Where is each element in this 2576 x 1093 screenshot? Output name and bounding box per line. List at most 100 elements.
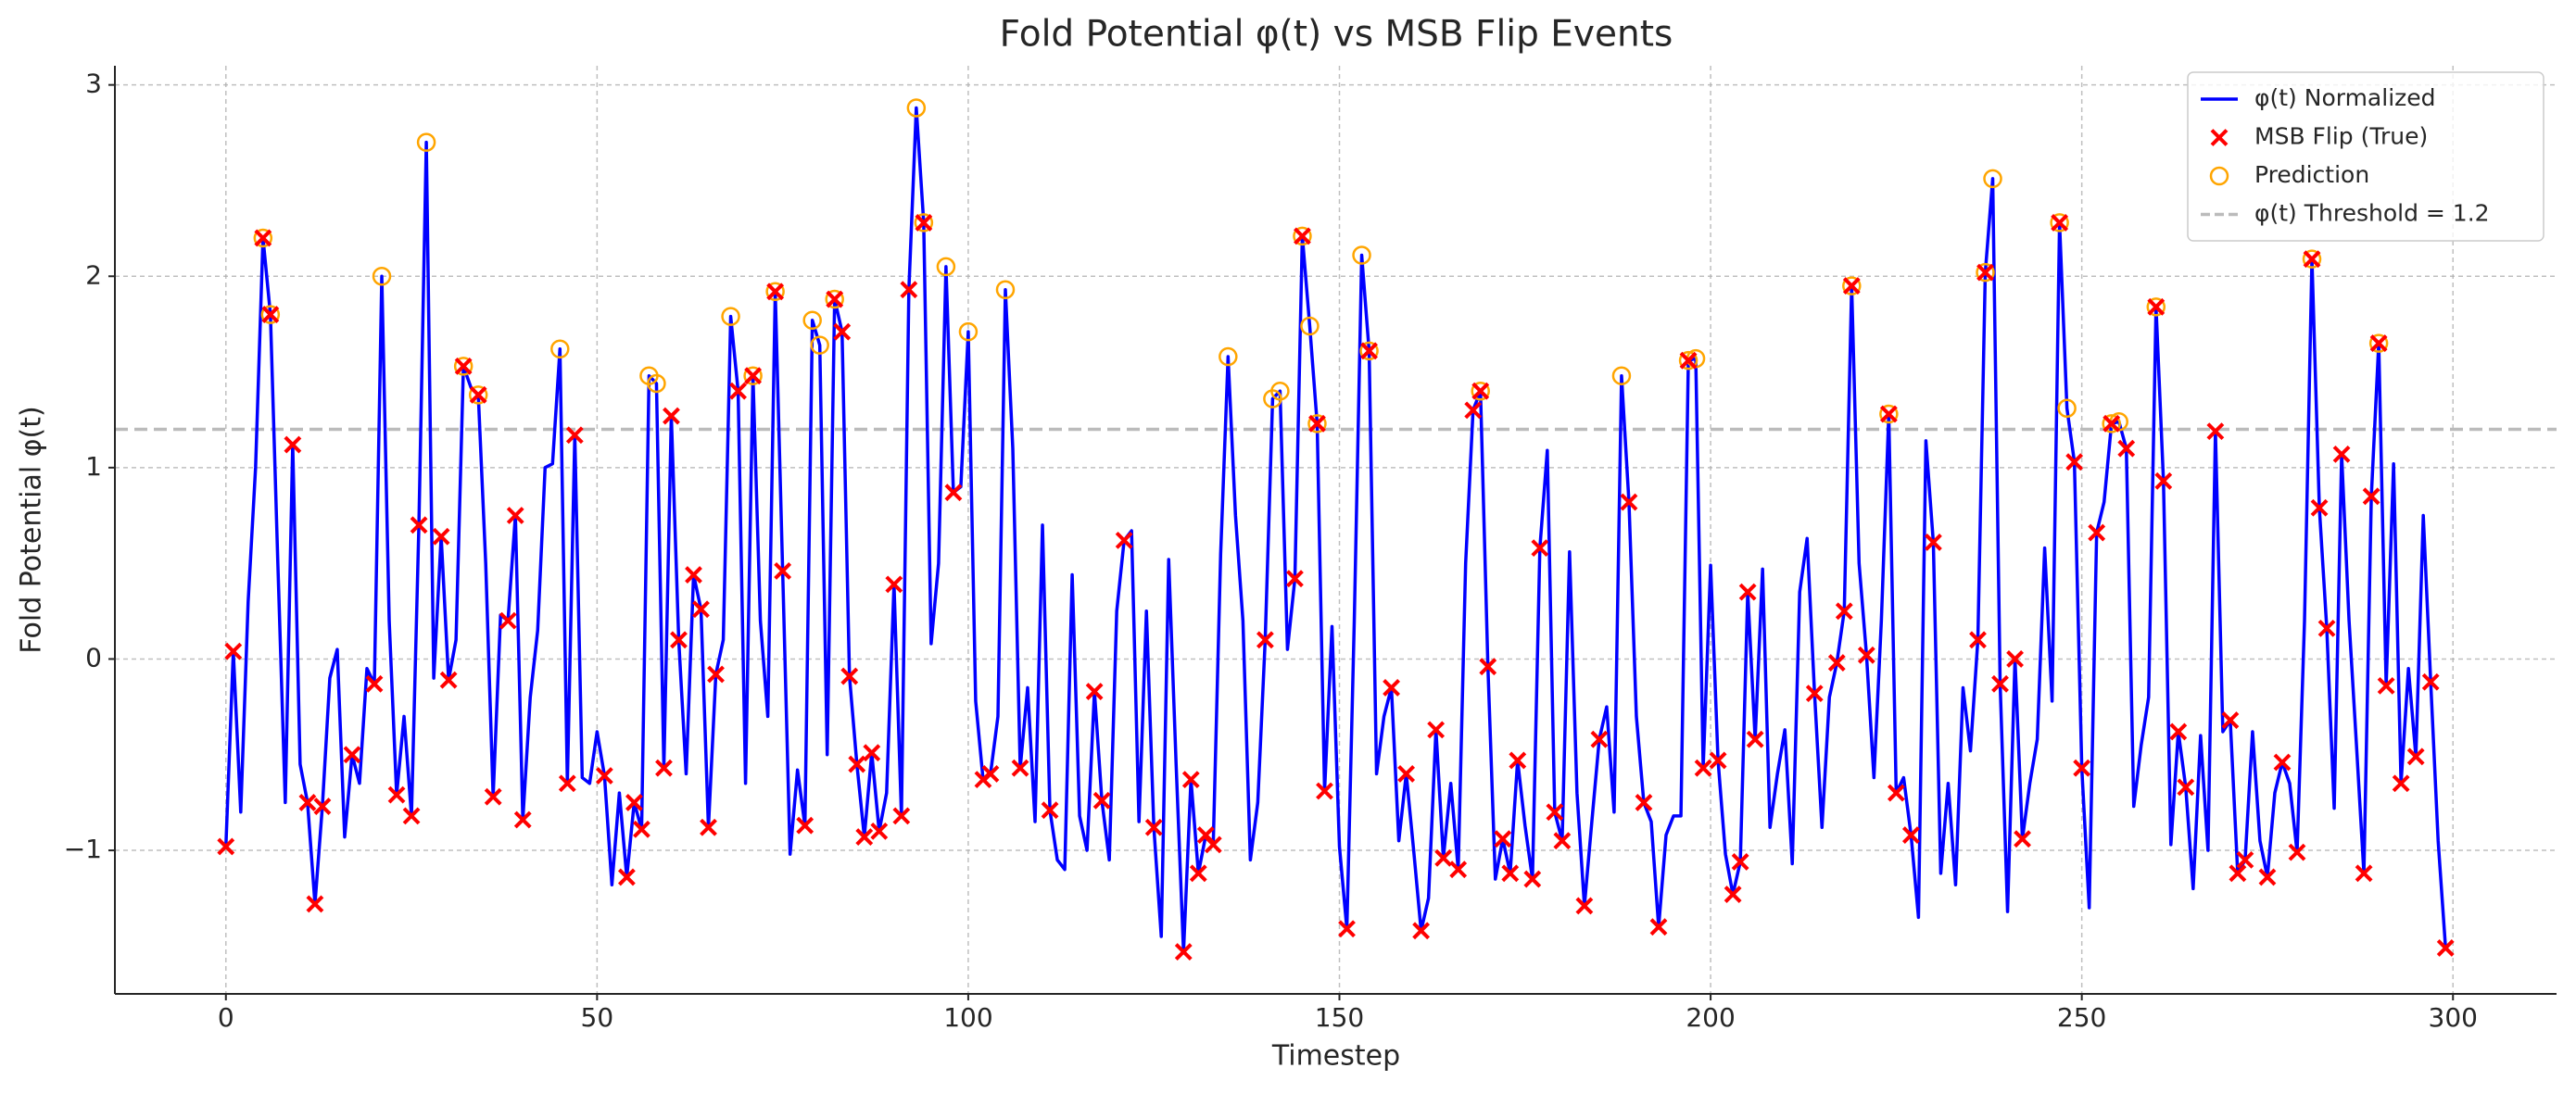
flip-marker <box>870 822 889 840</box>
flip-marker <box>1360 342 1378 360</box>
flip-marker <box>2332 445 2351 463</box>
prediction-marker <box>1270 381 1290 401</box>
flip-marker <box>1553 832 1572 850</box>
flip-marker <box>2169 722 2188 741</box>
x-tick-label: 150 <box>1315 1002 1364 1033</box>
prediction-marker <box>2146 297 2166 317</box>
flip-marker <box>1575 897 1594 915</box>
y-tick-label: 2 <box>85 259 102 290</box>
flip-marker <box>1115 531 1133 549</box>
prediction-marker <box>1293 226 1312 246</box>
flip-marker <box>2177 778 2195 797</box>
flip-marker <box>1879 405 1898 423</box>
prediction-marker <box>372 267 392 286</box>
flip-marker <box>1294 227 1311 245</box>
flip-marker <box>1449 861 1468 879</box>
flip-marker <box>1189 864 1207 883</box>
flip-marker <box>1041 801 1059 820</box>
x-tick-label: 250 <box>2057 1002 2106 1033</box>
flip-marker <box>833 322 852 341</box>
flip-marker <box>2154 471 2173 490</box>
flip-marker <box>1412 922 1431 940</box>
flip-marker <box>1887 784 1905 802</box>
flip-marker <box>1256 631 1274 649</box>
prediction-marker <box>2102 414 2121 433</box>
flip-marker <box>2065 453 2084 471</box>
flip-marker <box>1679 351 1698 370</box>
prediction-marker <box>721 307 740 326</box>
flip-marker <box>2229 864 2247 883</box>
y-tick-label: 0 <box>85 642 102 672</box>
flip-marker <box>1427 721 1446 739</box>
flip-marker <box>2147 297 2166 316</box>
flip-marker <box>2051 213 2069 232</box>
flip-marker <box>1523 870 1542 888</box>
flip-marker <box>1590 730 1609 748</box>
prediction-marker <box>253 228 273 248</box>
flip-marker <box>2355 864 2373 883</box>
flip-marker <box>2073 759 2091 777</box>
flip-marker <box>1925 534 1942 551</box>
prediction-marker <box>2050 213 2069 232</box>
flip-marker <box>670 631 688 649</box>
prediction-marker <box>743 366 763 385</box>
flip-marker <box>2310 498 2329 517</box>
flip-marker <box>1383 679 1401 697</box>
flip-marker <box>840 667 859 685</box>
flip-marker <box>387 785 406 804</box>
flip-marker <box>2406 748 2425 766</box>
flip-marker <box>1338 920 1356 938</box>
flip-marker <box>1509 751 1527 770</box>
flip-marker <box>1531 539 1549 558</box>
prediction-marker <box>1879 404 1899 424</box>
flip-marker <box>685 566 702 584</box>
flip-marker <box>1857 646 1875 664</box>
flip-marker <box>298 793 317 811</box>
flip-marker <box>1092 791 1111 810</box>
flip-marker <box>892 807 911 825</box>
y-tick-label: 3 <box>85 69 102 99</box>
legend-swatch <box>2210 129 2229 146</box>
flip-marker <box>855 828 874 847</box>
flip-marker <box>1174 943 1193 961</box>
prediction-marker <box>2057 398 2077 419</box>
flip-marker <box>506 507 524 524</box>
flip-marker <box>565 426 584 445</box>
flip-marker <box>766 283 785 301</box>
flip-marker <box>1805 685 1824 703</box>
flip-marker <box>2303 250 2321 269</box>
prediction-marker <box>2368 333 2389 353</box>
prediction-marker <box>1359 341 1379 361</box>
flip-marker <box>655 759 673 777</box>
flip-marker <box>1620 493 1638 511</box>
prediction-marker <box>1611 366 1632 385</box>
flip-marker <box>1308 414 1326 433</box>
flip-marker <box>915 213 933 232</box>
x-tick-label: 100 <box>943 1002 992 1033</box>
flip-marker <box>1842 277 1861 295</box>
prediction-marker <box>810 335 829 355</box>
x-tick-label: 0 <box>218 1002 234 1033</box>
flip-marker <box>454 357 473 375</box>
legend-label: MSB Flip (True) <box>2254 123 2428 150</box>
flip-marker <box>2377 676 2395 695</box>
flip-marker <box>1144 818 1163 836</box>
flip-marker <box>885 575 903 594</box>
y-tick-label: −1 <box>64 834 102 864</box>
flip-marker <box>1434 848 1453 867</box>
flip-marker <box>826 290 844 308</box>
flip-marker <box>439 671 458 689</box>
flip-marker <box>1746 730 1764 748</box>
prediction-marker <box>906 98 927 118</box>
flip-marker <box>1976 263 1994 282</box>
flip-marker <box>217 837 235 856</box>
flip-marker <box>343 746 361 764</box>
flip-marker <box>1085 683 1104 700</box>
flip-marker <box>432 527 450 546</box>
prediction-marker <box>1678 350 1698 371</box>
flip-marker <box>1649 918 1668 936</box>
flip-marker <box>365 674 384 693</box>
flip-marker <box>1501 864 1520 883</box>
chart-title: Fold Potential φ(t) vs MSB Flip Events <box>1000 14 1673 56</box>
prediction-marker <box>914 213 934 232</box>
